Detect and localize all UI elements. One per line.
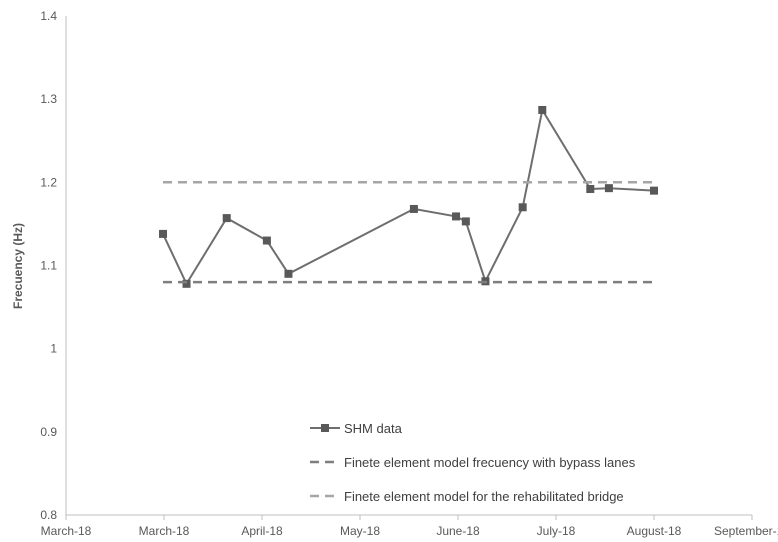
legend-marker [321, 424, 329, 432]
y-tick-label: 0.8 [40, 508, 57, 522]
x-tick-label: March-18 [139, 524, 190, 538]
y-tick-label: 1.2 [40, 175, 57, 189]
shm-data-point [182, 279, 191, 288]
shm-data-point [262, 236, 271, 245]
x-tick-label: July-18 [537, 524, 576, 538]
y-axis-label: Frecuency (Hz) [11, 223, 25, 309]
shm-data-point [159, 229, 168, 238]
axes: 0.8 0.9 1 1.1 1.2 1.3 1.4 March-18 March-18 April… [40, 9, 778, 538]
legend-label: Finete element model frecuency with bypa… [344, 455, 636, 470]
x-tick-label: May-18 [340, 524, 380, 538]
x-tick-label: June-18 [436, 524, 480, 538]
shm-data-point [518, 203, 527, 212]
shm-data-point [650, 186, 658, 195]
y-tick-label: 0.9 [40, 425, 57, 439]
x-tick-label: September-18 [714, 524, 778, 538]
shm-data-point [538, 105, 547, 114]
series-line-0 [162, 107, 655, 286]
y-tick-label: 1.3 [40, 92, 57, 106]
shm-data-point [222, 214, 231, 223]
x-tick-label: April-18 [241, 524, 283, 538]
shm-data-point [604, 184, 613, 193]
y-tick-label: 1.4 [40, 9, 57, 23]
shm-data-point [452, 212, 461, 221]
x-tick-label: March-18 [41, 524, 92, 538]
legend-label: SHM data [344, 421, 403, 436]
shm-data-point [284, 269, 293, 278]
shm-data-point [409, 204, 418, 213]
y-tick-label: 1 [50, 342, 57, 356]
x-tick-label: August-18 [627, 524, 682, 538]
y-tick-label: 1.1 [40, 259, 57, 273]
series-layer [159, 105, 658, 288]
legend: SHM data Finete element model frecuency w… [310, 421, 636, 504]
shm-data-point [586, 184, 595, 193]
legend-label: Finete element model for the rehabilitat… [344, 489, 624, 504]
shm-data-point [461, 217, 470, 226]
